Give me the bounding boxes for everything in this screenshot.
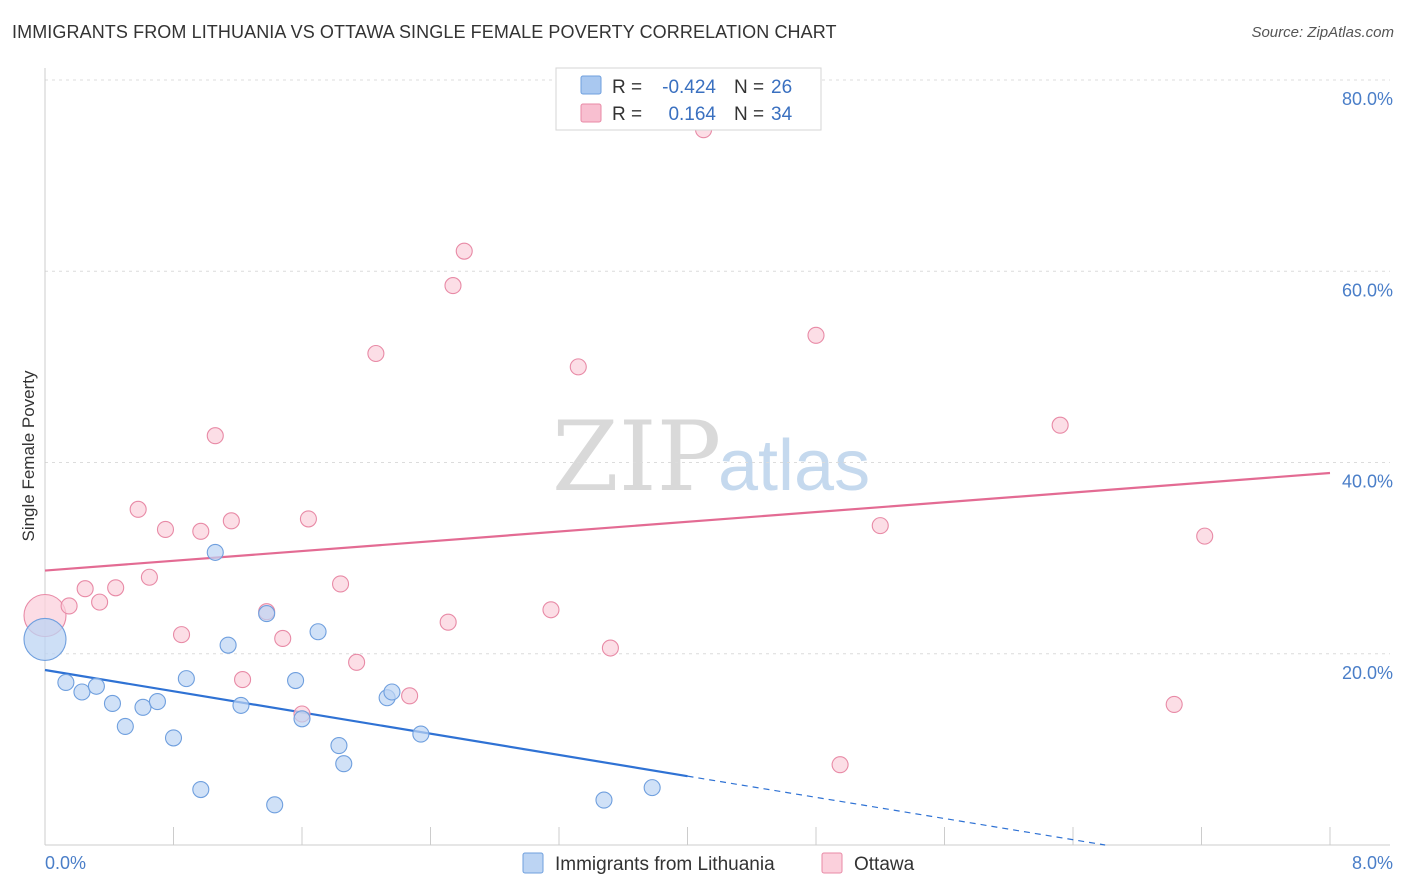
watermark-atlas: atlas <box>718 426 870 506</box>
point-lithuania-1 <box>57 673 75 691</box>
point-lithuania-14 <box>258 605 276 623</box>
bottom-legend-label-lithuania: Immigrants from Lithuania <box>555 854 775 875</box>
point-lithuania-0 <box>23 617 67 661</box>
point-lithuania-23 <box>412 725 430 743</box>
point-lithuania-19 <box>330 736 348 755</box>
point-ottawa-18 <box>348 653 366 671</box>
point-lithuania-17 <box>293 710 311 728</box>
point-lithuania-13 <box>232 696 250 714</box>
point-ottawa-14 <box>274 629 292 648</box>
point-ottawa-23 <box>455 242 473 260</box>
trend-line-ottawa <box>44 471 1331 572</box>
trend-lines <box>44 471 1331 846</box>
grid-lines <box>45 79 1390 655</box>
point-ottawa-19 <box>367 344 385 363</box>
point-lithuania-10 <box>192 780 210 799</box>
point-ottawa-7 <box>156 520 175 538</box>
point-lithuania-12 <box>219 636 237 654</box>
legend-r-label-ottawa: R = <box>612 104 642 125</box>
axes <box>44 68 1390 846</box>
point-ottawa-1 <box>60 597 78 615</box>
trend-line-lithuania <box>44 668 688 778</box>
point-lithuania-6 <box>134 698 152 716</box>
point-ottawa-30 <box>871 517 889 535</box>
point-ottawa-32 <box>1165 695 1183 713</box>
point-ottawa-33 <box>1196 527 1214 545</box>
y-tick-label-3: 80.0% <box>1342 89 1393 109</box>
y-tick-label-1: 40.0% <box>1342 472 1393 492</box>
point-lithuania-2 <box>73 683 91 701</box>
bottom-legend-label-ottawa: Ottawa <box>854 854 915 875</box>
point-ottawa-10 <box>206 427 224 445</box>
stats-legend: R = -0.424 N = 26 R = 0.164 N = 34 <box>555 67 822 131</box>
bottom-legend-swatch-ottawa <box>821 852 843 874</box>
point-lithuania-18 <box>309 623 327 641</box>
legend-r-value-ottawa: 0.164 <box>668 104 716 125</box>
point-lithuania-16 <box>287 671 305 690</box>
legend-n-value-lithuania: 26 <box>771 77 792 98</box>
point-lithuania-11 <box>206 543 224 561</box>
point-ottawa-6 <box>140 568 158 586</box>
point-lithuania-22 <box>383 683 401 701</box>
legend-swatch-ottawa <box>580 103 602 123</box>
y-tick-labels: 20.0% 40.0% 60.0% 80.0% <box>1342 89 1393 683</box>
point-ottawa-31 <box>1051 416 1069 434</box>
chart-title: IMMIGRANTS FROM LITHUANIA VS OTTAWA SING… <box>12 22 837 42</box>
point-ottawa-25 <box>569 358 587 376</box>
y-tick-label-2: 60.0% <box>1342 280 1393 300</box>
point-ottawa-5 <box>129 500 147 518</box>
x-tick-label-0: 0.0% <box>45 853 86 873</box>
point-lithuania-3 <box>87 677 105 695</box>
point-ottawa-28 <box>807 326 825 344</box>
legend-r-label-lithuania: R = <box>612 77 642 98</box>
trend-line-lithuania-extension <box>687 775 1106 846</box>
data-points <box>23 121 1214 814</box>
point-ottawa-29 <box>831 756 849 774</box>
y-tick-label-0: 20.0% <box>1342 663 1393 683</box>
legend-n-label-lithuania: N = <box>734 77 764 98</box>
point-ottawa-26 <box>601 639 619 657</box>
legend-r-value-lithuania: -0.424 <box>662 77 716 98</box>
point-ottawa-2 <box>76 580 94 598</box>
watermark-zip: ZIP <box>552 401 721 513</box>
point-lithuania-25 <box>643 779 661 797</box>
legend-swatch-lithuania <box>580 75 602 95</box>
x-tick-labels: 0.0% 8.0% <box>45 853 1393 873</box>
point-lithuania-20 <box>335 755 353 773</box>
point-lithuania-4 <box>103 694 122 713</box>
point-lithuania-24 <box>595 791 613 809</box>
x-tick-label-1: 8.0% <box>1352 853 1393 873</box>
source-credit: Source: ZipAtlas.com <box>1251 24 1394 41</box>
y-axis-label: Single Female Poverty <box>19 370 38 542</box>
point-ottawa-24 <box>542 601 560 619</box>
series-legend: Immigrants from Lithuania Ottawa <box>522 852 915 875</box>
bottom-legend-swatch-lithuania <box>522 852 544 874</box>
point-ottawa-8 <box>172 626 191 644</box>
point-ottawa-4 <box>107 579 125 597</box>
point-lithuania-15 <box>266 796 284 814</box>
point-ottawa-17 <box>331 575 350 593</box>
point-ottawa-11 <box>222 512 240 530</box>
point-lithuania-9 <box>177 670 195 688</box>
point-ottawa-21 <box>439 613 457 631</box>
point-ottawa-9 <box>192 522 210 540</box>
point-lithuania-8 <box>164 729 183 747</box>
point-ottawa-3 <box>91 593 109 611</box>
point-ottawa-12 <box>234 671 252 689</box>
point-ottawa-20 <box>401 687 419 705</box>
point-lithuania-7 <box>148 693 166 711</box>
legend-n-label-ottawa: N = <box>734 104 764 125</box>
point-lithuania-5 <box>116 717 134 735</box>
legend-n-value-ottawa: 34 <box>771 104 793 125</box>
point-ottawa-22 <box>444 277 462 295</box>
watermark: ZIP atlas <box>552 401 870 513</box>
point-ottawa-16 <box>299 510 317 528</box>
